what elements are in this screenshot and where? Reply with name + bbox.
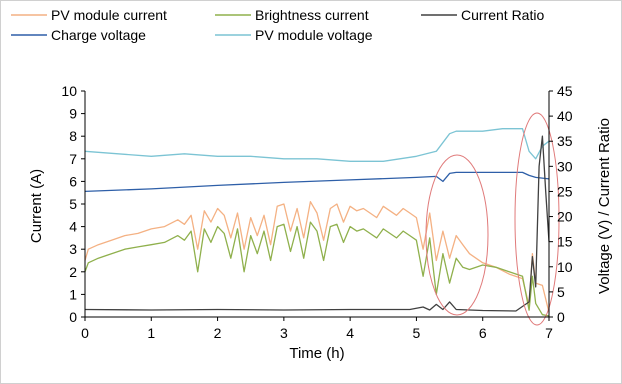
legend-item-brightness-current: Brightness current: [215, 7, 369, 23]
series-line-current-ratio: [84, 135, 550, 312]
y-right-tick-label: 15: [557, 234, 573, 250]
legend-label: PV module voltage: [255, 27, 373, 43]
series-line-pv-module-current: [84, 201, 550, 313]
x-tick-label: 7: [545, 325, 553, 341]
y-right-tick-label: 25: [557, 183, 573, 199]
y-right-tick-label: 10: [557, 259, 573, 275]
y-right-tick-label: 20: [557, 209, 573, 225]
series-line-charge-voltage: [84, 171, 550, 193]
series-line-brightness-current: [84, 221, 550, 317]
x-tick-label: 5: [413, 325, 421, 341]
x-axis-title: Time (h): [289, 345, 344, 362]
y-right-tick-label: 45: [557, 83, 573, 99]
y-left-tick-label: 2: [69, 264, 77, 280]
y-axis-title-left: Current (A): [28, 169, 45, 243]
y-left-tick-label: 4: [69, 219, 77, 235]
legend-item-current-ratio: Current Ratio: [421, 7, 544, 23]
y-right-tick-label: 5: [557, 284, 565, 300]
y-left-tick-label: 5: [69, 196, 77, 212]
y-left-tick-label: 8: [69, 128, 77, 144]
y-left-tick-label: 0: [69, 309, 77, 325]
y-left-tick-label: 6: [69, 173, 77, 189]
legend-label: Charge voltage: [51, 27, 146, 43]
x-tick-label: 0: [81, 325, 89, 341]
y-right-tick-label: 0: [557, 309, 565, 325]
y-left-tick-label: 7: [69, 151, 77, 167]
highlight-ellipse-1: [425, 154, 489, 316]
legend-item-charge-voltage: Charge voltage: [11, 27, 146, 43]
series-line-pv-module-voltage: [84, 128, 550, 162]
x-tick-label: 4: [346, 325, 354, 341]
legend-label: Brightness current: [255, 7, 369, 23]
y-left-tick-label: 9: [69, 106, 77, 122]
y-right-tick-label: 40: [557, 108, 573, 124]
y-right-tick-label: 35: [557, 133, 573, 149]
y-left-tick-label: 1: [69, 286, 77, 302]
legend-label: PV module current: [51, 7, 167, 23]
highlight-ellipse-2: [514, 112, 560, 326]
legend-item-pv-module-voltage: PV module voltage: [215, 27, 373, 43]
x-tick-label: 2: [214, 325, 222, 341]
y-right-tick-label: 30: [557, 158, 573, 174]
x-tick-label: 3: [280, 325, 288, 341]
y-left-tick-label: 10: [61, 83, 77, 99]
y-left-tick-label: 3: [69, 241, 77, 257]
legend: PV module current Brightness current Curre…: [11, 7, 544, 43]
series-layer: [84, 128, 550, 317]
legend-label: Current Ratio: [461, 7, 544, 23]
y-axis-title-right: Voltage (V) / Current Ratio: [596, 118, 613, 294]
x-tick-label: 6: [479, 325, 487, 341]
annotation-layer: [425, 112, 560, 326]
legend-item-pv-module-current: PV module current: [11, 7, 167, 23]
x-tick-label: 1: [147, 325, 155, 341]
